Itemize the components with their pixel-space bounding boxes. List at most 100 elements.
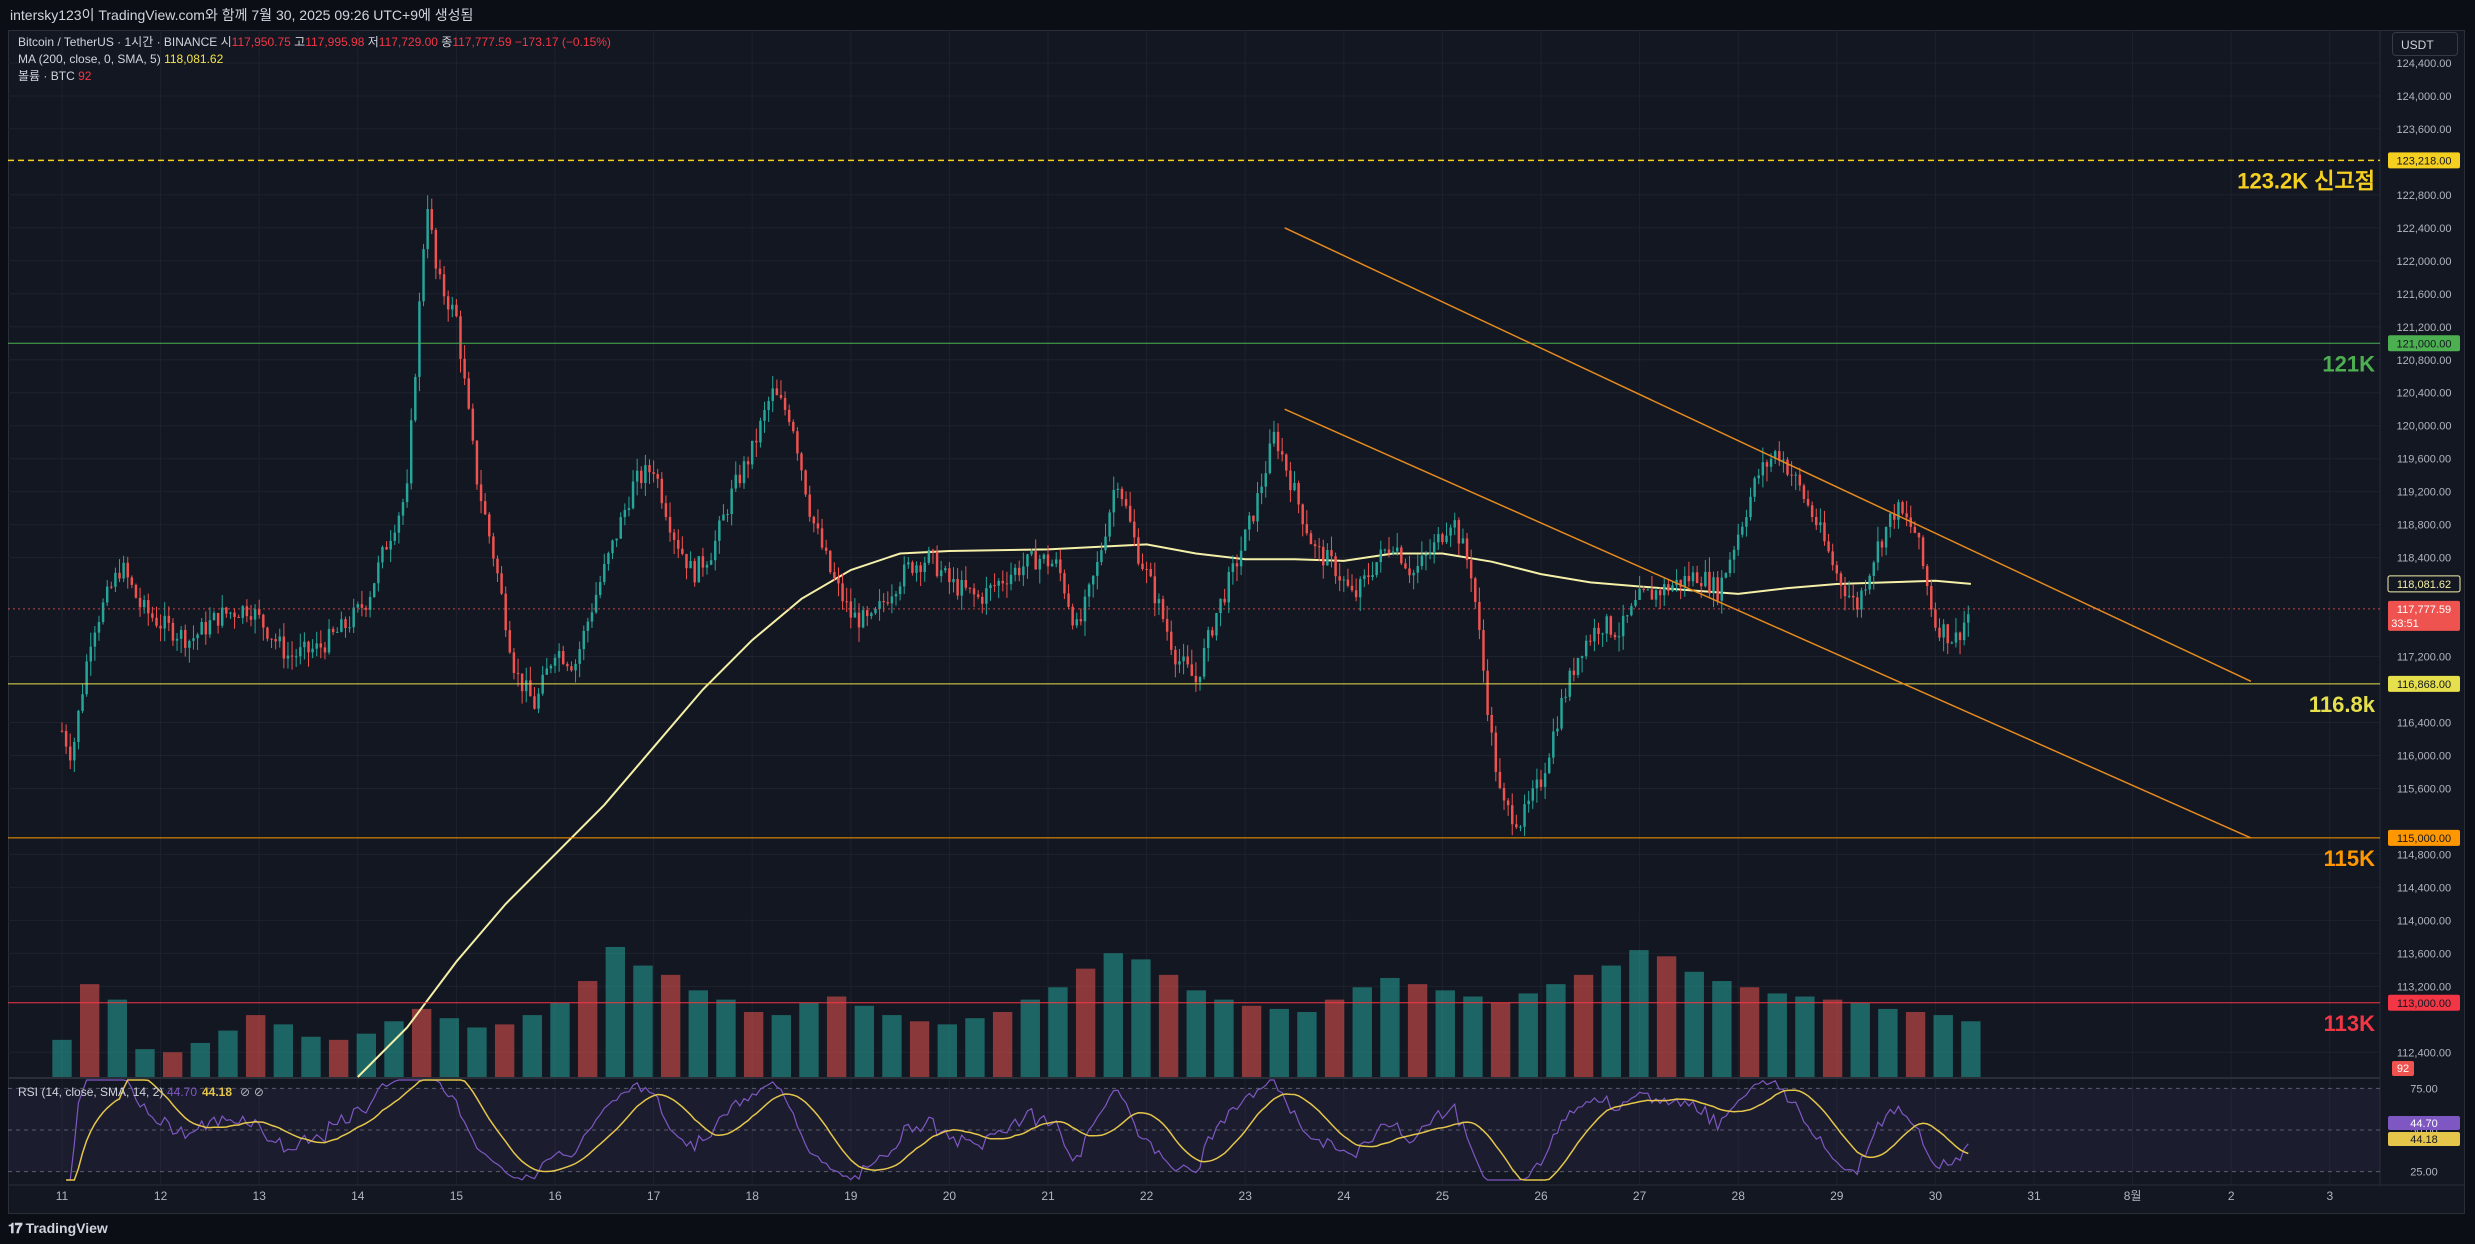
candle-body [800, 453, 803, 471]
candle-body [849, 601, 853, 618]
volume-bar [1878, 1008, 1898, 1077]
candle-body [1638, 588, 1641, 600]
candle-body [1268, 443, 1272, 474]
candle-body [1547, 757, 1551, 774]
candle-body [615, 538, 618, 541]
candle-body [746, 461, 750, 465]
rsi-value: 44.70 [167, 1085, 197, 1099]
currency-button[interactable]: USDT [2392, 32, 2458, 56]
candle-body [1170, 631, 1173, 650]
candle-body [1416, 566, 1419, 573]
volume-bar [660, 974, 681, 1077]
volume-bar [1933, 1015, 1953, 1077]
volume-tag-text: 92 [2397, 1063, 2409, 1075]
candle-body [1642, 588, 1645, 590]
candle-body [1630, 605, 1633, 616]
candle-body [783, 397, 787, 410]
candle-body [1691, 572, 1695, 582]
candle-body [68, 746, 72, 761]
time-tick-label: 11 [56, 1189, 69, 1203]
price-tick-label: 121,200.00 [2396, 322, 2451, 334]
candle-body [820, 528, 824, 548]
candle-body [537, 693, 540, 709]
candle-body [1445, 535, 1448, 542]
candle-body [981, 596, 984, 604]
candle-body [1334, 556, 1337, 577]
time-tick-label: 17 [647, 1189, 661, 1203]
candle-body [1576, 657, 1580, 675]
candle-body [1293, 482, 1296, 491]
candle-body [1687, 575, 1691, 582]
candle-body [1847, 595, 1851, 597]
volume-bar [1269, 1008, 1289, 1077]
candle-body [360, 604, 364, 608]
candle-body [1013, 567, 1017, 575]
candle-body [1605, 616, 1608, 634]
candle-body [101, 602, 105, 622]
candle-body [861, 610, 865, 628]
candle-body [1359, 579, 1362, 598]
volume-bar [1186, 990, 1206, 1077]
volume-bar [771, 1015, 791, 1077]
candle-body [467, 378, 470, 409]
candle-body [964, 580, 968, 588]
candle-body [738, 474, 742, 484]
volume-bar [1905, 1012, 1926, 1077]
price-tick-label: 120,800.00 [2396, 355, 2451, 367]
candle-body [393, 532, 397, 541]
candle-body [816, 523, 820, 529]
candle-body [1806, 498, 1810, 506]
candle-body [1026, 554, 1029, 567]
candle-body [1486, 670, 1489, 716]
candle-body [1942, 624, 1945, 638]
candle-body [631, 481, 635, 509]
price-tick-label: 124,000.00 [2396, 91, 2451, 103]
candle-body [890, 596, 894, 604]
candle-body [1211, 630, 1214, 636]
volume-bar [1795, 996, 1815, 1077]
tradingview-logo-text: TradingView [25, 1220, 108, 1236]
candle-body [1313, 544, 1317, 547]
volume-bar [1712, 981, 1732, 1077]
tradingview-logo[interactable]: 𝟏𝟕 TradingView [8, 1218, 108, 1238]
candle-body [1958, 632, 1962, 641]
time-tick-label: 27 [1633, 1189, 1647, 1203]
candle-body [1597, 627, 1600, 634]
volume-bar [1407, 984, 1428, 1077]
candle-body [1786, 459, 1789, 475]
candle-body [455, 304, 458, 317]
candle-body [216, 613, 220, 626]
candle-body [1856, 597, 1859, 610]
candle-body [644, 465, 647, 484]
time-tick-label: 16 [548, 1189, 562, 1203]
candle-body [1248, 515, 1251, 530]
candle-body [97, 621, 101, 633]
candle-body [237, 616, 240, 618]
candle-body [1556, 728, 1559, 732]
candle-body [1498, 771, 1502, 789]
candle-body [656, 474, 659, 479]
time-tick-label: 28 [1732, 1189, 1746, 1203]
candle-body [1141, 563, 1144, 569]
candle-body [1367, 575, 1370, 577]
candle-body [303, 641, 306, 648]
candle-body [1153, 576, 1157, 604]
level-price-text: 113,000.00 [2397, 998, 2451, 1010]
candle-body [1921, 537, 1925, 567]
candle-body [204, 621, 208, 635]
candle-body [249, 616, 253, 620]
candle-body [508, 630, 512, 653]
price-tick-label: 115,600.00 [2397, 783, 2451, 795]
candle-body [483, 501, 487, 515]
price-tick-label: 124,400.00 [2396, 58, 2451, 70]
candle-body [1765, 462, 1769, 467]
candle-body [434, 229, 438, 269]
price-tick-label: 116,000.00 [2397, 750, 2451, 762]
candle-body [1157, 599, 1161, 604]
candle-body [1420, 555, 1424, 567]
volume-bar [107, 999, 128, 1077]
candle-body [1757, 475, 1760, 479]
candle-body [430, 209, 433, 230]
candle-body [463, 358, 466, 379]
